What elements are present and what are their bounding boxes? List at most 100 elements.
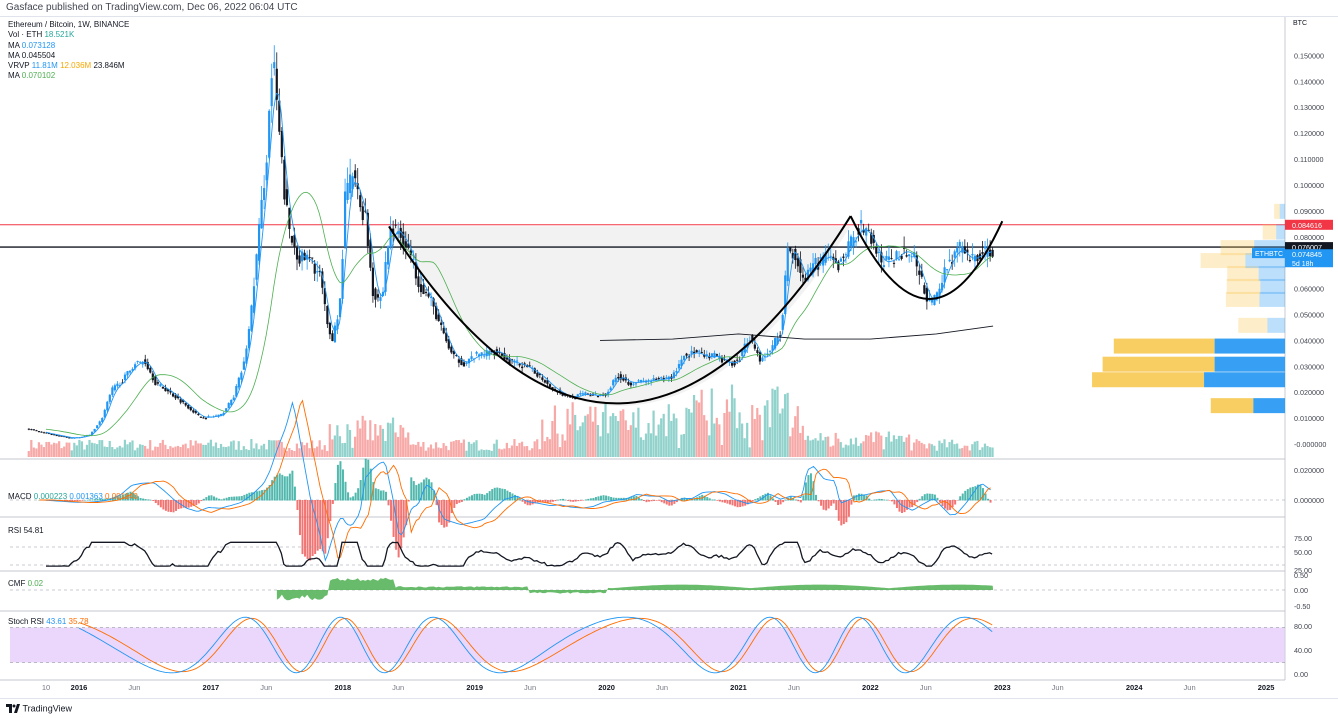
macd-hist-bar bbox=[478, 493, 481, 501]
candle-body bbox=[379, 297, 382, 301]
volume-bar bbox=[847, 445, 850, 457]
candle-body bbox=[647, 380, 650, 382]
cmf-label: CMF bbox=[8, 579, 26, 588]
macd-hist-bar bbox=[579, 500, 582, 501]
macd-hist-bar bbox=[569, 500, 572, 502]
vrvp-legend[interactable]: VRVP 11.81M 12.036M 23.846M bbox=[8, 61, 129, 71]
volume-bar bbox=[321, 449, 324, 457]
candle-body bbox=[768, 350, 772, 352]
volume-bar bbox=[786, 392, 789, 457]
candle-body bbox=[68, 437, 71, 439]
volume-bar bbox=[852, 444, 855, 457]
macd-hist-bar bbox=[663, 500, 666, 504]
candle-body bbox=[895, 251, 898, 260]
volume-bar bbox=[384, 440, 387, 457]
price-chart[interactable]: BTC 0.150000 0.140000 0.130000 0.120000 0.110… bbox=[0, 17, 1338, 697]
candle-body bbox=[637, 380, 640, 382]
candle-body bbox=[422, 285, 425, 295]
macd-hist-bar bbox=[858, 493, 861, 501]
candle-body bbox=[182, 400, 185, 403]
volume-bar bbox=[402, 427, 405, 457]
volume-bar bbox=[743, 438, 746, 457]
macd-hist-bar bbox=[665, 500, 668, 505]
volume-bar bbox=[978, 449, 982, 457]
vrvp-bar-down bbox=[1225, 291, 1260, 307]
candle-body bbox=[108, 394, 111, 402]
volume-bar bbox=[548, 439, 551, 457]
candle-body bbox=[882, 265, 885, 268]
volume-bar bbox=[827, 436, 830, 457]
volume-bar bbox=[480, 449, 483, 457]
price-tick-label: 0.120000 bbox=[1294, 129, 1324, 138]
candle-body bbox=[164, 387, 167, 392]
candle-body bbox=[278, 100, 281, 132]
volume-bar bbox=[270, 440, 273, 457]
candle-body bbox=[376, 294, 380, 298]
rsi-tick-label: 25.00 bbox=[1294, 566, 1312, 575]
volume-bar bbox=[870, 432, 873, 457]
candle-body bbox=[187, 404, 190, 409]
candle-body bbox=[371, 267, 375, 297]
volume-bar bbox=[50, 444, 53, 457]
rsi-legend[interactable]: RSI 54.81 bbox=[8, 526, 44, 535]
volume-bar bbox=[169, 446, 172, 457]
ma1-legend[interactable]: MA 0.073128 bbox=[8, 41, 129, 51]
candle-body bbox=[981, 252, 984, 254]
volume-legend[interactable]: Vol · ETH 18.521K bbox=[8, 30, 129, 40]
macd-hist-bar bbox=[271, 480, 274, 501]
macd-hist-bar bbox=[405, 500, 408, 526]
volume-bar bbox=[103, 446, 106, 457]
macd-hist-bar bbox=[498, 488, 501, 501]
volume-bar bbox=[675, 418, 678, 457]
macd-hist-bar bbox=[129, 491, 132, 501]
cmf-legend[interactable]: CMF 0.02 bbox=[8, 579, 43, 588]
volume-bar bbox=[728, 411, 731, 457]
candle-body bbox=[961, 246, 964, 253]
macd-hist-bar bbox=[372, 482, 375, 501]
volume-bar bbox=[634, 427, 637, 457]
candle-body bbox=[402, 231, 405, 248]
macd-legend[interactable]: MACD 0.000223 0.001363 0.001140 bbox=[8, 492, 138, 501]
volume-bar bbox=[63, 446, 66, 457]
volume-bar bbox=[386, 422, 390, 457]
candle-body bbox=[270, 78, 273, 107]
macd-hist-bar bbox=[582, 500, 585, 501]
macd-hist-bar bbox=[68, 500, 71, 502]
candle-body bbox=[698, 350, 701, 352]
time-tick-label: 2017 bbox=[203, 683, 220, 692]
candle-body bbox=[791, 253, 794, 259]
volume-bar bbox=[374, 423, 377, 457]
volume-bar bbox=[700, 389, 703, 457]
volume-bar bbox=[235, 449, 238, 457]
candle-body bbox=[414, 262, 418, 279]
macd-hist-bar bbox=[197, 500, 200, 504]
macd-hist-bar bbox=[415, 485, 418, 501]
candle-body bbox=[971, 253, 974, 256]
macd-hist-bar bbox=[658, 500, 661, 501]
candle-body bbox=[313, 263, 316, 274]
candle-body bbox=[316, 271, 319, 273]
vrvp-bar-down bbox=[1274, 203, 1280, 219]
volume-bar bbox=[647, 423, 650, 457]
candle-body bbox=[318, 270, 321, 272]
volume-bar bbox=[447, 450, 450, 457]
ma2-legend[interactable]: MA 0.045504 bbox=[8, 51, 129, 61]
macd-hist-bar bbox=[329, 500, 332, 522]
volume-bar bbox=[475, 440, 478, 457]
macd-hist-bar bbox=[407, 500, 410, 502]
macd-hist-bar bbox=[339, 461, 342, 501]
stoch-legend[interactable]: Stoch RSI 43.61 35.78 bbox=[8, 617, 89, 626]
volume-bar bbox=[814, 438, 817, 457]
candle-body bbox=[779, 335, 782, 337]
ma3-legend[interactable]: MA 0.070102 bbox=[8, 71, 129, 81]
macd-hist-bar bbox=[164, 500, 167, 511]
volume-bar bbox=[351, 447, 354, 457]
macd-hist-bar bbox=[238, 496, 241, 501]
macd-hist-bar bbox=[572, 500, 575, 502]
candle-body bbox=[227, 403, 230, 409]
candle-body bbox=[900, 255, 903, 259]
macd-hist-bar bbox=[223, 498, 226, 501]
candle-body bbox=[146, 362, 149, 370]
volume-bar bbox=[533, 441, 536, 457]
volume-bar bbox=[723, 413, 726, 457]
